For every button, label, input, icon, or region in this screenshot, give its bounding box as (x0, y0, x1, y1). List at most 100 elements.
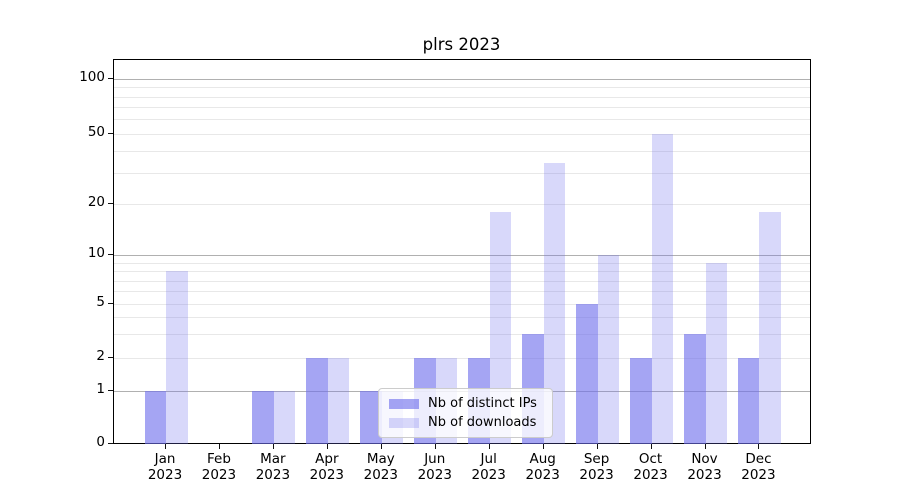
y-tick-mark (108, 132, 113, 134)
x-tick-label-nov: Nov 2023 (673, 451, 737, 483)
x-tick-mark (326, 444, 328, 449)
y-tick-label: 50 (87, 123, 105, 140)
x-tick-month: Mar (260, 451, 286, 467)
bar-downloads-sep (597, 255, 620, 444)
y-tick-mark (108, 78, 113, 79)
x-tick-mark (218, 444, 220, 449)
x-tick-month: Aug (529, 451, 556, 467)
x-tick-label-jan: Jan 2023 (133, 451, 197, 483)
x-tick-year: 2023 (579, 467, 614, 483)
gridline-major (114, 255, 810, 257)
x-tick-month: Oct (638, 451, 663, 467)
y-tick-mark (108, 357, 113, 359)
gridline-minor (114, 87, 810, 89)
bar-distinct-ips-apr (306, 358, 328, 444)
y-tick-label: 5 (96, 294, 105, 311)
x-tick-year: 2023 (471, 467, 506, 483)
bar-downloads-oct (651, 133, 674, 444)
legend: Nb of distinct IPs Nb of downloads (378, 388, 553, 438)
gridline-minor (114, 96, 810, 98)
gridline-minor (114, 291, 810, 293)
bar-downloads-jan (166, 271, 188, 444)
x-tick-month: Feb (206, 451, 231, 467)
x-tick-mark (488, 444, 490, 449)
bar-distinct-ips-may (360, 391, 382, 444)
x-tick-month: Jun (424, 451, 446, 467)
y-tick-label: 0 (96, 434, 105, 450)
x-tick-month: Sep (583, 451, 610, 467)
y-tick-label: 1 (96, 381, 105, 397)
y-tick-mark (108, 390, 113, 391)
y-tick-mark (108, 443, 113, 444)
bar-distinct-ips-mar (252, 391, 274, 444)
gridline-minor (114, 119, 810, 121)
x-tick-label-feb: Feb 2023 (187, 451, 251, 483)
x-tick-year: 2023 (255, 467, 291, 483)
x-tick-mark (434, 444, 436, 449)
x-tick-mark (596, 444, 598, 449)
x-tick-year: 2023 (633, 467, 668, 483)
x-tick-label-may: May 2023 (349, 451, 413, 483)
x-tick-month: Dec (745, 451, 772, 467)
y-tick-mark (108, 303, 113, 305)
gridline-minor (114, 280, 810, 282)
legend-item-downloads: Nb of downloads (389, 415, 542, 430)
x-tick-label-aug: Aug 2023 (511, 451, 575, 483)
x-tick-label-jul: Jul 2023 (457, 451, 521, 483)
bar-downloads-nov (705, 262, 727, 444)
x-tick-year: 2023 (363, 467, 398, 483)
chart-title: plrs 2023 (422, 35, 501, 54)
x-tick-year: 2023 (687, 467, 722, 483)
bar-downloads-dec (759, 212, 781, 444)
x-tick-mark (272, 444, 274, 449)
x-tick-label-jun: Jun 2023 (403, 451, 467, 483)
gridline-major (114, 79, 810, 80)
gridline-minor (114, 133, 810, 135)
legend-item-distinct-ips: Nb of distinct IPs (389, 396, 542, 411)
x-tick-year: 2023 (741, 467, 776, 483)
x-tick-month: Nov (691, 451, 718, 467)
bar-distinct-ips-jan (144, 391, 166, 444)
x-tick-month: Apr (315, 451, 339, 467)
y-tick-label: 100 (79, 69, 105, 85)
gridline-minor (114, 107, 810, 109)
x-tick-month: May (366, 451, 395, 467)
x-tick-year: 2023 (201, 467, 237, 483)
x-tick-label-sep: Sep 2023 (565, 451, 629, 483)
bar-distinct-ips-dec (737, 358, 760, 444)
x-tick-month: Jul (480, 451, 497, 467)
x-tick-mark (542, 444, 544, 449)
x-tick-year: 2023 (417, 467, 452, 483)
legend-label-downloads: Nb of downloads (428, 415, 537, 430)
x-tick-year: 2023 (525, 467, 560, 483)
x-tick-mark (704, 444, 706, 449)
bar-downloads-mar (273, 391, 296, 444)
x-tick-year: 2023 (309, 467, 345, 483)
gridline-minor (114, 358, 810, 360)
y-tick-label: 10 (87, 245, 105, 262)
plot-area (113, 59, 811, 444)
x-tick-mark (165, 444, 166, 449)
gridline-minor (114, 304, 810, 306)
gridline-minor (114, 334, 810, 336)
gridline-minor (114, 204, 810, 206)
y-tick-label: 2 (96, 348, 105, 365)
y-tick-mark (108, 254, 113, 256)
bar-downloads-jul (489, 212, 512, 444)
gridline-minor (114, 317, 810, 319)
bar-distinct-ips-nov (684, 334, 706, 444)
x-tick-label-apr: Apr 2023 (295, 451, 359, 483)
gridline-minor (114, 150, 810, 152)
x-tick-label-mar: Mar 2023 (241, 451, 305, 483)
gridline-minor (114, 173, 810, 175)
legend-label-distinct-ips: Nb of distinct IPs (428, 396, 537, 411)
x-tick-label-dec: Dec 2023 (726, 451, 790, 483)
bar-distinct-ips-sep (576, 304, 598, 444)
y-tick-mark (108, 203, 113, 205)
gridline-minor (114, 262, 810, 264)
legend-swatch-downloads (389, 417, 419, 428)
bar-downloads-aug (543, 163, 566, 444)
gridline-minor (114, 271, 810, 273)
x-tick-mark (650, 444, 652, 449)
